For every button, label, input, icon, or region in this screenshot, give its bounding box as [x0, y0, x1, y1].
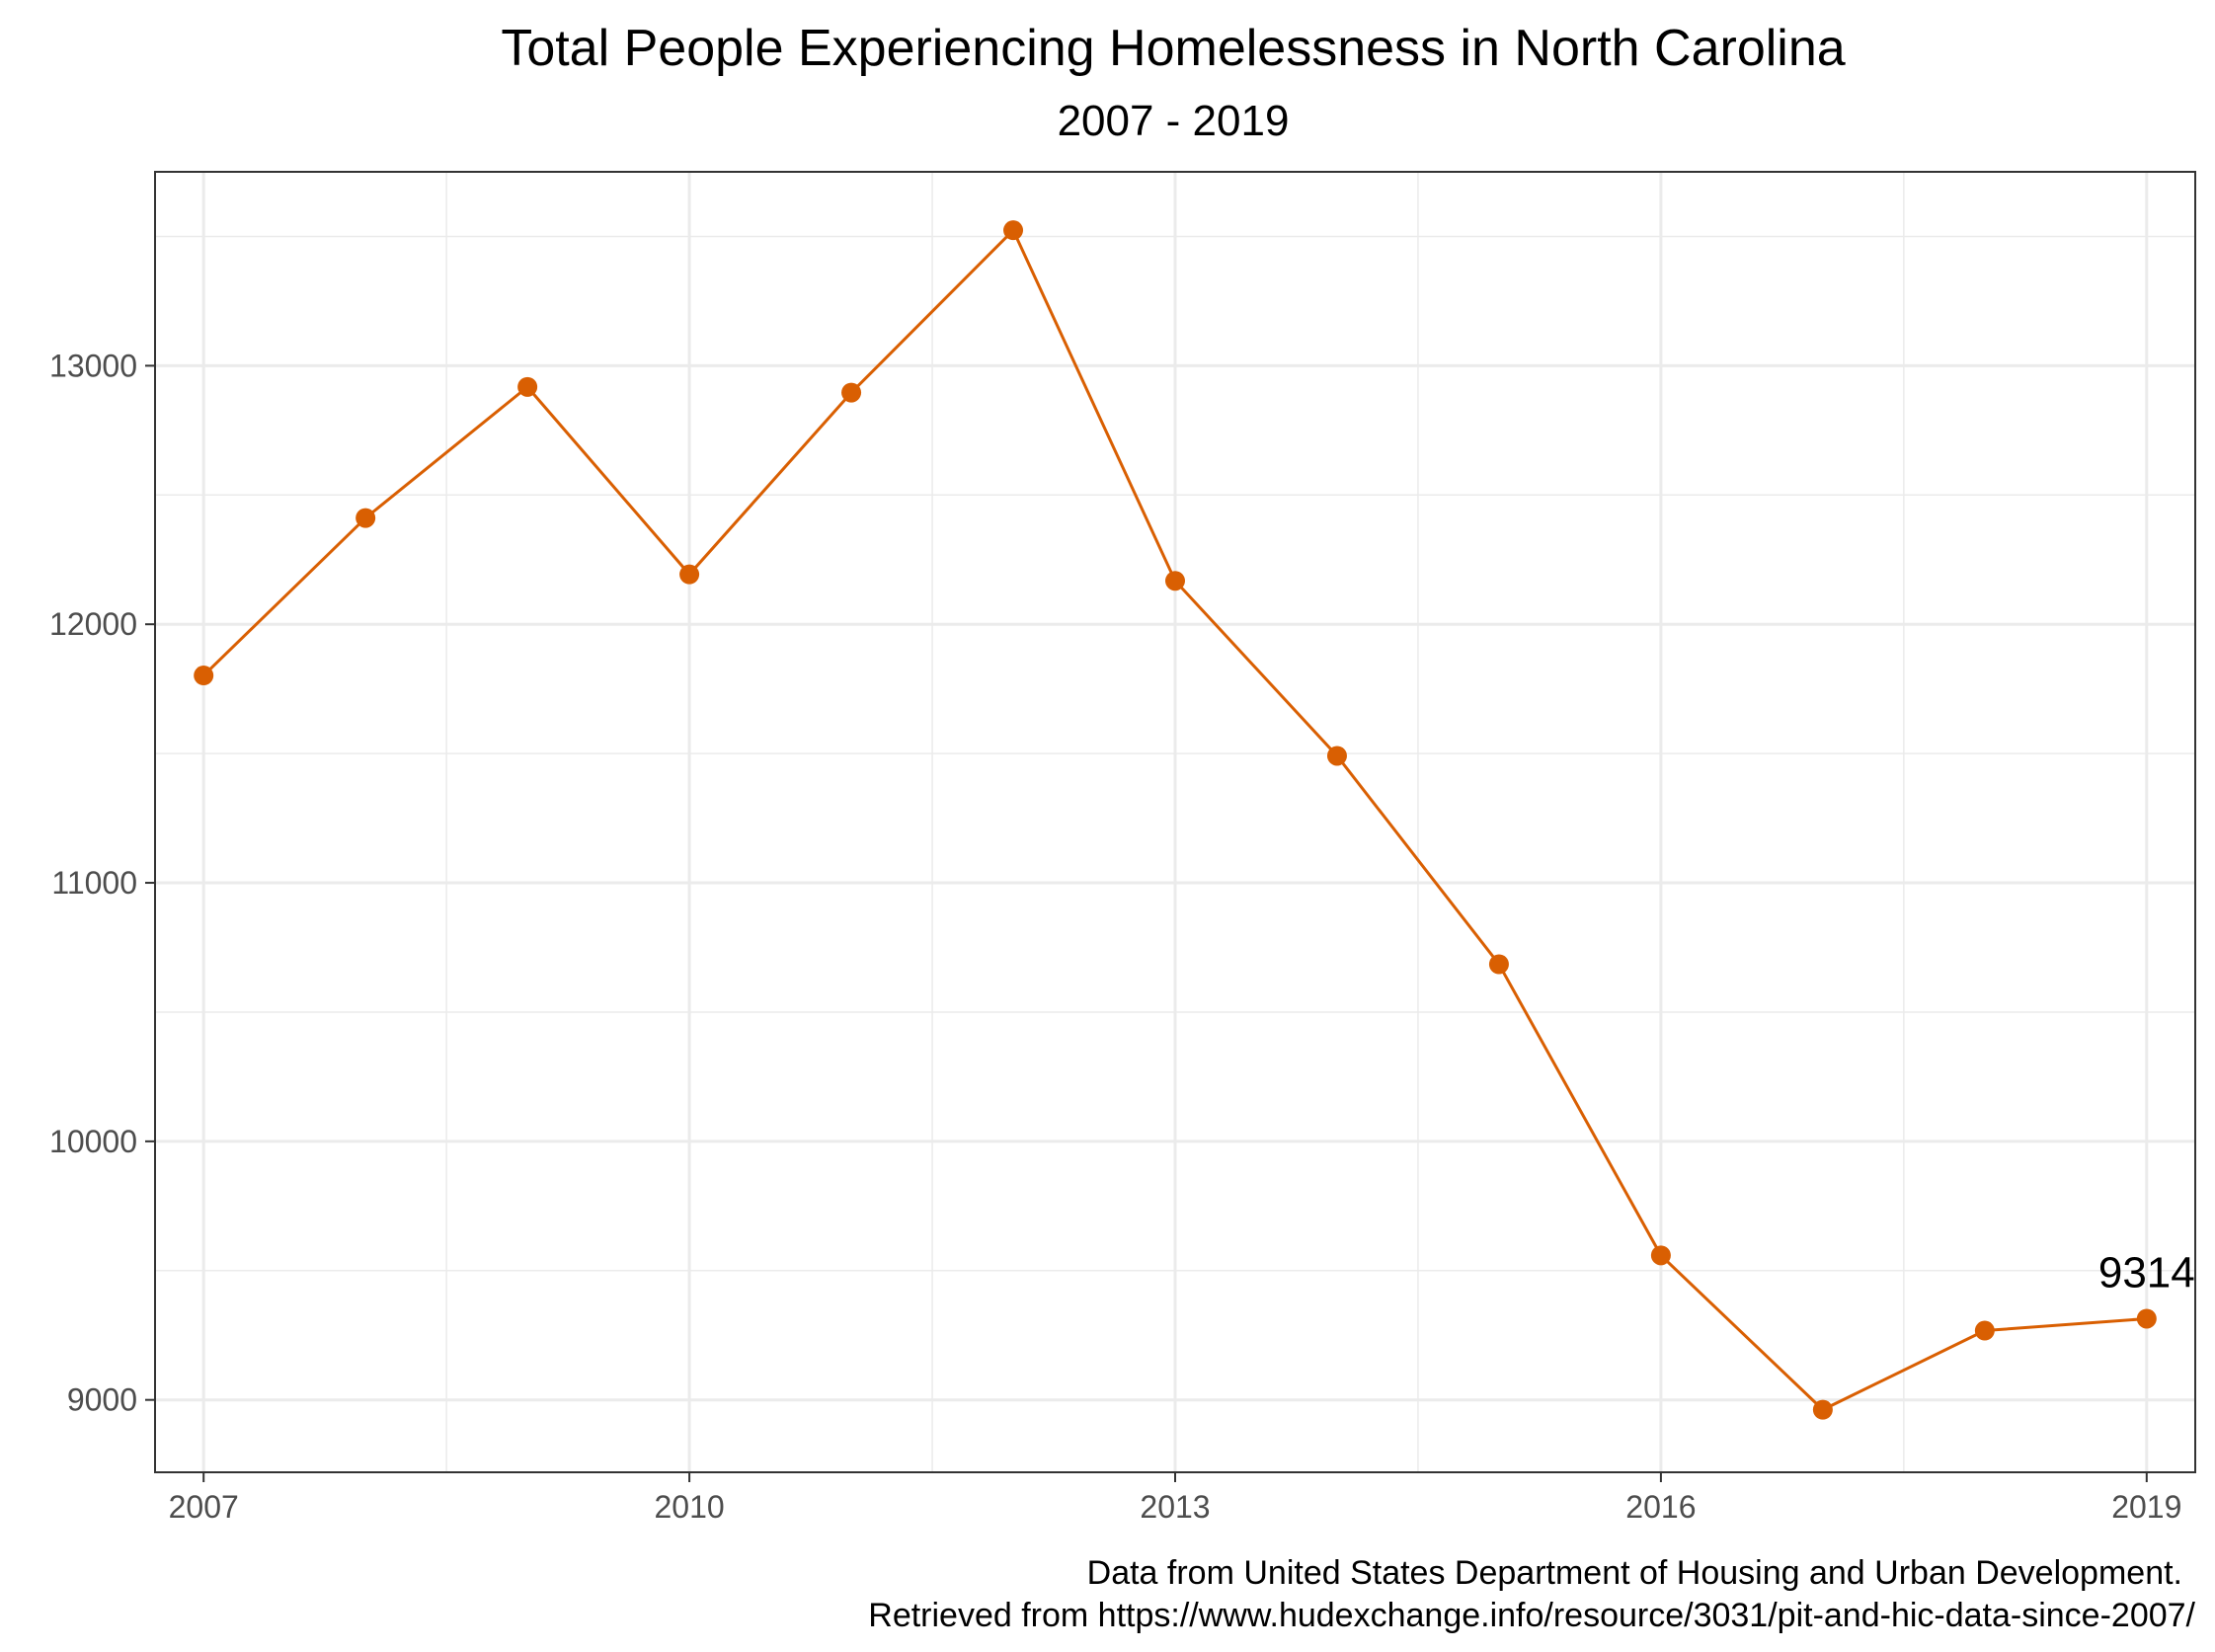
- x-tick-label: 2019: [2111, 1489, 2181, 1525]
- chart-title: Total People Experiencing Homelessness i…: [501, 20, 1845, 77]
- y-axis: 9000 10000 11000 12000 13000: [49, 348, 155, 1418]
- data-point: [1974, 1320, 1995, 1341]
- data-point: [517, 376, 538, 397]
- data-point: [1003, 220, 1024, 241]
- y-tick-label: 13000: [49, 348, 137, 383]
- caption-line-1: Data from United States Department of Ho…: [1087, 1554, 2182, 1592]
- data-point: [1165, 571, 1185, 591]
- data-point: [679, 564, 700, 585]
- x-tick-label: 2013: [1140, 1489, 1210, 1525]
- grid-major: [155, 172, 2195, 1472]
- y-tick-label: 9000: [67, 1382, 137, 1418]
- annotations: 9314: [2098, 1248, 2195, 1297]
- y-tick-label: 10000: [49, 1124, 137, 1159]
- chart-subtitle: 2007 - 2019: [1058, 97, 1290, 145]
- data-point: [1650, 1245, 1671, 1266]
- data-label: 9314: [2098, 1248, 2195, 1297]
- x-axis: 2007 2010 2013 2016 2019: [169, 1472, 2181, 1525]
- data-point: [1326, 746, 1347, 766]
- x-tick-label: 2016: [1625, 1489, 1696, 1525]
- caption-line-2: Retrieved from https://www.hudexchange.i…: [868, 1597, 2195, 1634]
- y-tick-label: 11000: [51, 865, 137, 901]
- x-tick-label: 2010: [655, 1489, 725, 1525]
- x-tick-label: 2007: [169, 1489, 239, 1525]
- data-point: [356, 508, 376, 528]
- data-point: [194, 666, 214, 686]
- data-point: [1812, 1399, 1833, 1420]
- data-points: [194, 220, 2157, 1420]
- data-point: [841, 382, 862, 403]
- y-tick-label: 12000: [49, 606, 137, 642]
- data-point: [2136, 1308, 2157, 1329]
- data-point: [1488, 954, 1509, 975]
